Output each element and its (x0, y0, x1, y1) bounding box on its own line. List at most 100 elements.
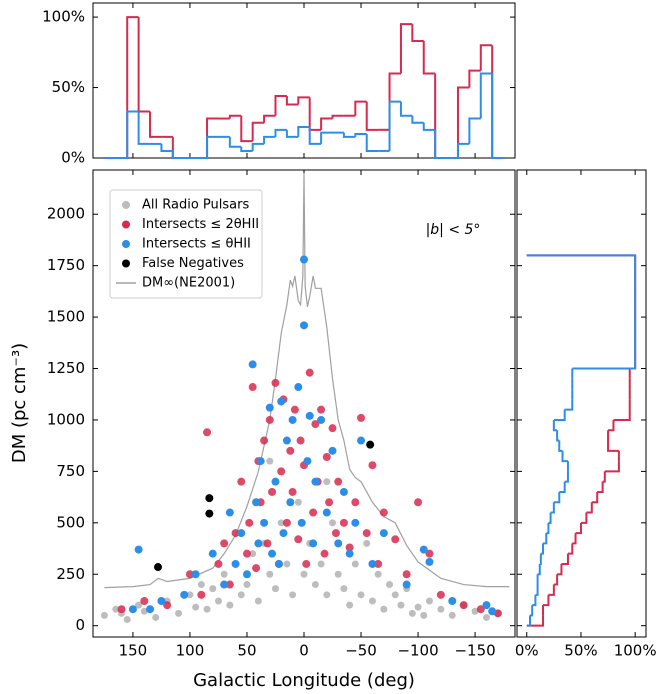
hist-bin (274, 128, 287, 137)
point (311, 420, 320, 429)
point (205, 494, 214, 503)
point (294, 535, 303, 544)
point (242, 549, 251, 558)
point (268, 549, 277, 558)
point (242, 570, 251, 579)
point (140, 596, 149, 605)
point (220, 539, 229, 548)
point (414, 498, 423, 507)
point (274, 559, 283, 568)
hist-bin (548, 584, 555, 596)
hist-bin (530, 605, 534, 617)
hist-bin (535, 584, 539, 596)
point (334, 477, 343, 486)
hist-bin (564, 471, 569, 483)
point (237, 591, 245, 599)
point (203, 428, 212, 437)
point (448, 611, 456, 619)
point (311, 477, 320, 486)
x-tick-label: −100 (397, 642, 438, 660)
hist-bin (285, 96, 299, 106)
point (380, 605, 388, 613)
point (286, 498, 295, 507)
hist-bin (613, 409, 631, 421)
point (488, 607, 497, 616)
point (339, 518, 348, 527)
point (323, 591, 331, 599)
hist-bin (331, 114, 344, 119)
hist-bin (411, 24, 424, 43)
point (436, 590, 445, 599)
x-tick-label: 50% (564, 642, 597, 660)
hist-bin (540, 543, 545, 555)
legend-label: False Negatives (142, 256, 244, 271)
point (379, 508, 388, 517)
point (309, 539, 318, 548)
point (256, 457, 265, 466)
point (351, 518, 360, 527)
annotation: |b| < 5° (426, 222, 481, 238)
point (357, 436, 366, 445)
hist-bin (526, 615, 532, 627)
hist-bin (297, 96, 310, 105)
point (220, 570, 228, 578)
point (265, 415, 274, 424)
hist-bin (561, 450, 568, 463)
point (331, 529, 340, 538)
point (408, 609, 416, 617)
point (294, 498, 302, 506)
hist-bin (434, 73, 447, 159)
point (419, 545, 428, 554)
point (290, 405, 299, 414)
hist-bin (171, 150, 185, 159)
point (260, 436, 269, 445)
point (134, 545, 143, 554)
point (277, 519, 285, 527)
y-tick-label: 1250 (47, 359, 85, 377)
hist-bin (532, 594, 537, 607)
point (345, 549, 354, 558)
point (402, 570, 411, 579)
point (254, 539, 263, 548)
hist-bin (580, 512, 588, 524)
hist-bin (206, 135, 219, 158)
dm-line (104, 173, 510, 589)
hist-bin (434, 129, 447, 159)
point (482, 613, 490, 621)
point (328, 424, 337, 433)
point (309, 508, 318, 517)
point (252, 498, 261, 507)
point (205, 509, 214, 518)
point (123, 616, 131, 624)
point (157, 596, 166, 605)
hist-bin (491, 45, 504, 159)
hist-bin (543, 594, 550, 607)
point (271, 477, 280, 486)
hist-bin (602, 471, 606, 483)
hist-bin (561, 553, 569, 565)
point (152, 613, 160, 621)
y-tick-label: 1000 (47, 410, 85, 428)
x-tick-label: 50 (237, 642, 256, 660)
hist-bin (550, 502, 555, 514)
point (363, 539, 371, 547)
point (311, 581, 319, 589)
point (425, 597, 433, 605)
point (185, 570, 194, 579)
hist-bin (604, 461, 620, 473)
point (231, 529, 240, 538)
point (420, 611, 428, 619)
y-tick-label: 1500 (47, 308, 85, 326)
hist-bin (422, 41, 436, 75)
point (117, 605, 126, 614)
hist-bin (137, 111, 151, 145)
point (448, 596, 457, 605)
hist-bin (308, 127, 322, 145)
legend-label: Intersects ≤ 2θHII (142, 217, 259, 232)
hist-bin (285, 129, 299, 138)
point (297, 518, 306, 527)
point (208, 549, 217, 558)
point (317, 415, 326, 424)
point (209, 585, 217, 593)
